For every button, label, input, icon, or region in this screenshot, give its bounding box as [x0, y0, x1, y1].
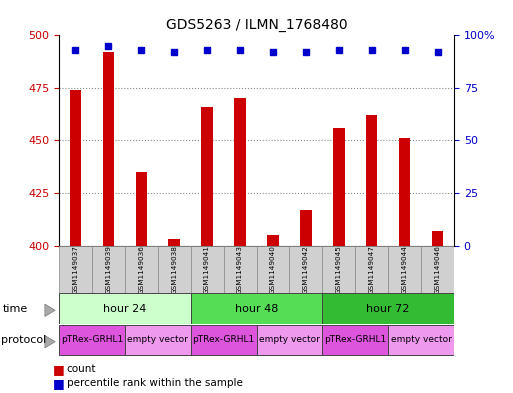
Bar [322, 325, 388, 355]
Bar [355, 246, 388, 293]
Text: empty vector: empty vector [391, 336, 451, 344]
Text: pTRex-GRHL1: pTRex-GRHL1 [192, 336, 255, 344]
Text: empty vector: empty vector [127, 336, 188, 344]
Bar [191, 294, 322, 323]
Text: hour 72: hour 72 [366, 303, 410, 314]
Text: GSM1149043: GSM1149043 [237, 245, 243, 294]
Text: GSM1149042: GSM1149042 [303, 245, 309, 294]
Text: GSM1149036: GSM1149036 [139, 245, 144, 294]
Bar [125, 325, 191, 355]
Bar [388, 325, 454, 355]
Text: pTRex-GRHL1: pTRex-GRHL1 [324, 336, 386, 344]
Text: count: count [67, 364, 96, 375]
Bar [202, 107, 213, 246]
Bar [388, 246, 421, 293]
Text: GSM1149041: GSM1149041 [204, 245, 210, 294]
Bar [59, 246, 92, 293]
Text: time: time [3, 303, 28, 314]
Text: GSM1149046: GSM1149046 [435, 245, 441, 294]
Bar [234, 98, 246, 246]
Text: GSM1149044: GSM1149044 [402, 245, 408, 294]
Bar [158, 246, 191, 293]
Bar [103, 52, 114, 246]
Bar [267, 235, 279, 246]
Text: ■: ■ [53, 376, 65, 390]
Text: GSM1149037: GSM1149037 [72, 245, 78, 294]
Bar [191, 246, 224, 293]
Text: hour 48: hour 48 [235, 303, 278, 314]
Title: GDS5263 / ILMN_1768480: GDS5263 / ILMN_1768480 [166, 18, 347, 31]
Bar [421, 246, 454, 293]
Bar [256, 325, 322, 355]
Text: protocol: protocol [1, 335, 46, 345]
Text: ■: ■ [53, 363, 65, 376]
Text: hour 24: hour 24 [103, 303, 147, 314]
Bar [399, 138, 410, 246]
Bar [322, 294, 454, 323]
Text: GSM1149038: GSM1149038 [171, 245, 177, 294]
Bar [333, 128, 345, 246]
Bar [289, 246, 322, 293]
Text: percentile rank within the sample: percentile rank within the sample [67, 378, 243, 388]
Bar [432, 231, 443, 246]
Text: pTRex-GRHL1: pTRex-GRHL1 [61, 336, 123, 344]
Bar [191, 325, 256, 355]
Bar [322, 246, 355, 293]
Bar [135, 172, 147, 246]
Bar [59, 294, 191, 323]
Bar [256, 246, 289, 293]
Bar [125, 246, 158, 293]
Bar [224, 246, 256, 293]
Bar [70, 90, 81, 246]
Bar [300, 210, 311, 246]
Text: GSM1149045: GSM1149045 [336, 245, 342, 294]
Text: empty vector: empty vector [259, 336, 320, 344]
Text: GSM1149040: GSM1149040 [270, 245, 276, 294]
Text: GSM1149047: GSM1149047 [369, 245, 374, 294]
Bar [59, 325, 125, 355]
Bar [366, 115, 378, 246]
Polygon shape [45, 304, 55, 316]
Bar [168, 239, 180, 246]
Text: GSM1149039: GSM1149039 [105, 245, 111, 294]
Bar [92, 246, 125, 293]
Polygon shape [45, 336, 55, 348]
